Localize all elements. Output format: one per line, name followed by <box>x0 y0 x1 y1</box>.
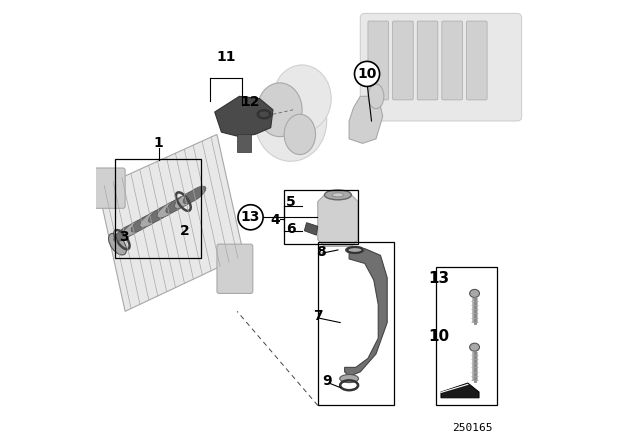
Bar <box>115 159 201 258</box>
Polygon shape <box>305 223 317 235</box>
Text: 6: 6 <box>286 222 296 237</box>
FancyBboxPatch shape <box>392 21 413 100</box>
Ellipse shape <box>255 81 327 161</box>
Text: 5: 5 <box>286 194 296 209</box>
Ellipse shape <box>273 65 332 132</box>
Ellipse shape <box>114 224 136 241</box>
Text: 13: 13 <box>241 210 260 224</box>
Polygon shape <box>345 249 387 376</box>
Polygon shape <box>99 134 244 311</box>
FancyBboxPatch shape <box>467 21 487 100</box>
Text: 1: 1 <box>154 136 164 151</box>
Bar <box>284 190 358 244</box>
Text: 10: 10 <box>429 329 450 345</box>
Text: 7: 7 <box>313 309 323 323</box>
Bar <box>317 242 394 405</box>
Polygon shape <box>237 134 251 152</box>
Circle shape <box>355 61 380 86</box>
Text: 12: 12 <box>241 95 260 109</box>
Text: 11: 11 <box>216 50 236 65</box>
FancyBboxPatch shape <box>94 168 125 208</box>
Ellipse shape <box>131 215 154 232</box>
Ellipse shape <box>332 193 344 197</box>
Ellipse shape <box>257 83 302 137</box>
Circle shape <box>238 205 263 230</box>
Ellipse shape <box>140 210 163 228</box>
FancyBboxPatch shape <box>368 21 388 100</box>
Ellipse shape <box>340 375 358 383</box>
Ellipse shape <box>470 289 479 297</box>
Ellipse shape <box>109 233 127 255</box>
Text: 10: 10 <box>357 67 377 81</box>
Polygon shape <box>317 195 358 246</box>
Ellipse shape <box>166 196 189 213</box>
Text: 4: 4 <box>270 212 280 227</box>
Ellipse shape <box>470 343 479 351</box>
Bar <box>436 267 497 405</box>
Polygon shape <box>215 96 273 137</box>
FancyBboxPatch shape <box>360 13 522 121</box>
Ellipse shape <box>346 246 364 254</box>
Ellipse shape <box>284 114 316 155</box>
Ellipse shape <box>175 191 197 208</box>
Polygon shape <box>441 383 479 398</box>
Ellipse shape <box>122 220 145 237</box>
Ellipse shape <box>183 186 206 203</box>
Text: 8: 8 <box>316 245 326 259</box>
Text: 2: 2 <box>179 224 189 238</box>
FancyBboxPatch shape <box>417 21 438 100</box>
Text: 250165: 250165 <box>452 423 493 433</box>
Text: 3: 3 <box>119 230 129 245</box>
FancyBboxPatch shape <box>442 21 463 100</box>
Text: 13: 13 <box>429 271 450 286</box>
Ellipse shape <box>324 190 351 200</box>
Ellipse shape <box>148 205 172 223</box>
Polygon shape <box>349 96 383 143</box>
Ellipse shape <box>157 200 180 218</box>
FancyBboxPatch shape <box>217 244 253 293</box>
Ellipse shape <box>368 84 384 109</box>
Text: 9: 9 <box>322 374 332 388</box>
